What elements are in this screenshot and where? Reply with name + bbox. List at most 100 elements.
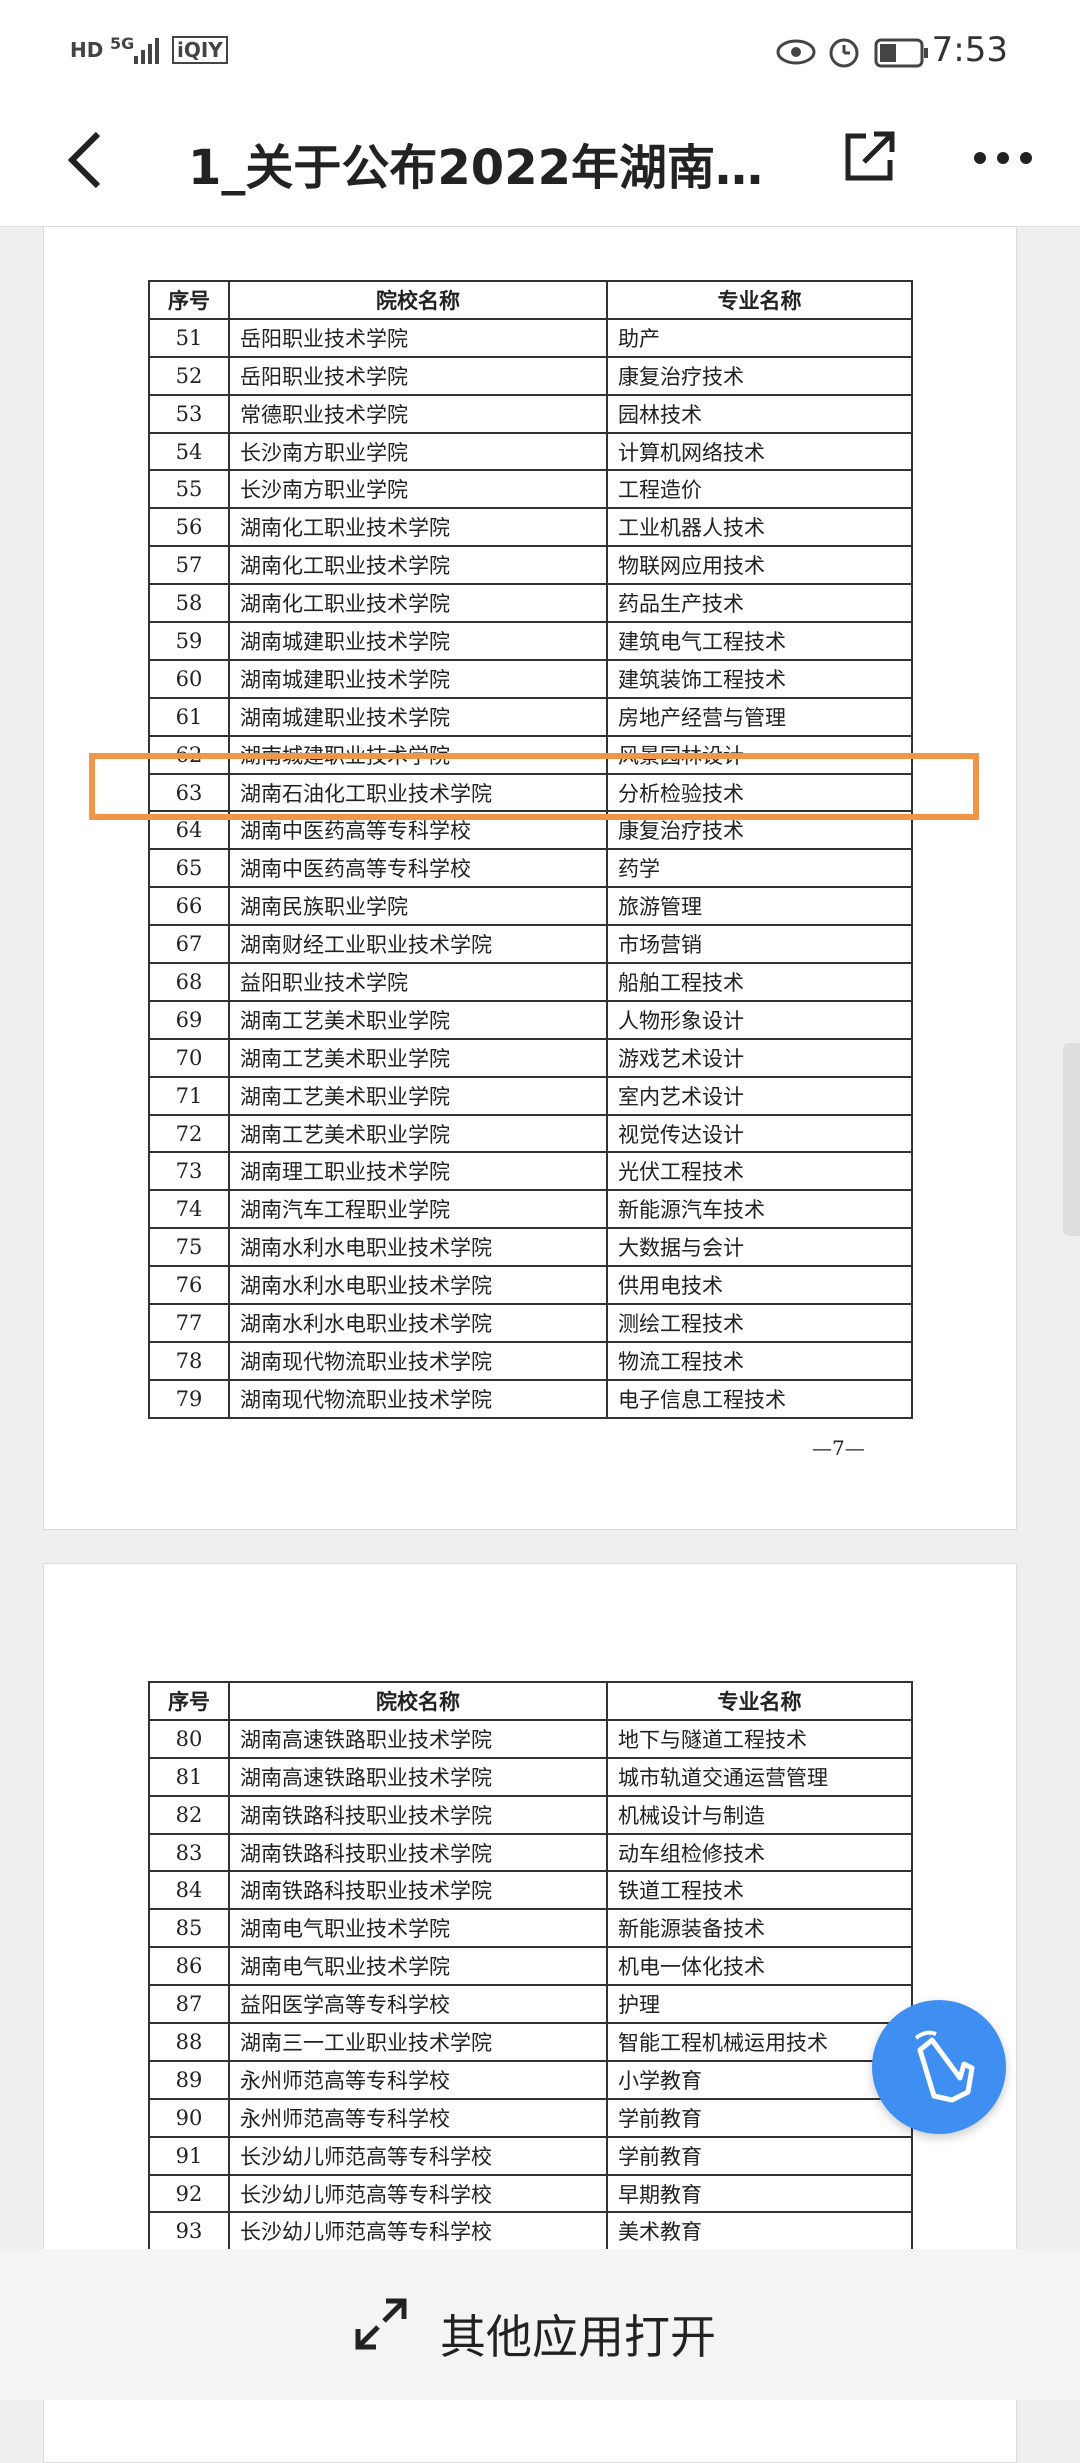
table-cell: 湖南财经工业职业技术学院 <box>228 924 606 963</box>
table-cell: 65 <box>148 848 228 887</box>
share-button[interactable] <box>840 126 900 186</box>
table-cell: 湖南铁路科技职业技术学院 <box>228 1832 606 1871</box>
open-with-label: 其他应用打开 <box>440 2310 716 2364</box>
header-cell: 序号 <box>148 1681 228 1719</box>
table-cell: 供用电技术 <box>606 1265 911 1304</box>
table-cell: 常德职业技术学院 <box>228 393 606 432</box>
scrollbar[interactable] <box>1063 1043 1080 1236</box>
table-cell: 湖南三一工业职业技术学院 <box>228 2022 606 2060</box>
table-cell: 园林技术 <box>606 393 911 432</box>
table-row: 89 永州师范高等专科学校 小学教育 <box>148 2059 911 2098</box>
table-cell: 建筑装饰工程技术 <box>606 658 911 697</box>
table-cell: 湖南民族职业学院 <box>228 886 606 925</box>
table-cell: 湖南城建职业技术学院 <box>228 696 606 735</box>
table-cell: 学前教育 <box>606 2097 911 2136</box>
table-cell: 益阳医学高等专科学校 <box>228 1984 606 2023</box>
table-cell: 77 <box>148 1303 228 1341</box>
table-cell: 56 <box>148 507 228 546</box>
table-cell: 电子信息工程技术 <box>606 1378 911 1417</box>
table-row: 85 湖南电气职业技术学院 新能源装备技术 <box>148 1908 911 1947</box>
table-cell: 湖南石油化工职业技术学院 <box>228 772 606 811</box>
table-cell: 城市轨道交通运营管理 <box>606 1756 911 1795</box>
table-cell: 旅游管理 <box>606 886 911 925</box>
table-cell: 湖南工艺美术职业学院 <box>228 999 606 1038</box>
table-cell: 湖南化工职业技术学院 <box>228 507 606 546</box>
table-cell: 52 <box>148 355 228 394</box>
table-row: 63 湖南石油化工职业技术学院 分析检验技术 <box>148 772 911 811</box>
table-row: 84 湖南铁路科技职业技术学院 铁道工程技术 <box>148 1870 911 1909</box>
table-cell: 76 <box>148 1265 228 1304</box>
table-cell: 湖南水利水电职业技术学院 <box>228 1265 606 1304</box>
table-cell: 机电一体化技术 <box>606 1946 911 1985</box>
table-cell: 67 <box>148 924 228 963</box>
table-cell: 光伏工程技术 <box>606 1151 911 1190</box>
table-row: 72 湖南工艺美术职业学院 视觉传达设计 <box>148 1113 911 1152</box>
table-cell: 康复治疗技术 <box>606 355 911 394</box>
table-cell: 计算机网络技术 <box>606 431 911 470</box>
table-row: 75 湖南水利水电职业技术学院 大数据与会计 <box>148 1227 911 1266</box>
table-row: 68 益阳职业技术学院 船舶工程技术 <box>148 962 911 1000</box>
table-cell: 长沙幼儿师范高等专科学校 <box>228 2211 606 2250</box>
table-row: 79 湖南现代物流职业技术学院 电子信息工程技术 <box>148 1378 911 1417</box>
table-row: 80 湖南高速铁路职业技术学院 地下与隧道工程技术 <box>148 1718 911 1757</box>
table-cell: 湖南理工职业技术学院 <box>228 1151 606 1190</box>
table-cell: 药品生产技术 <box>606 583 911 622</box>
table-cell: 物流工程技术 <box>606 1340 911 1379</box>
table-cell: 80 <box>148 1718 228 1757</box>
table-row: 57 湖南化工职业技术学院 物联网应用技术 <box>148 545 911 584</box>
bottom-bar[interactable]: 其他应用打开 <box>0 2249 1080 2400</box>
back-button[interactable] <box>60 128 110 192</box>
table-cell: 66 <box>148 886 228 925</box>
table-cell: 72 <box>148 1113 228 1152</box>
table-cell: 建筑电气工程技术 <box>606 621 911 659</box>
table-cell: 湖南铁路科技职业技术学院 <box>228 1794 606 1833</box>
table-cell: 铁道工程技术 <box>606 1870 911 1909</box>
table-row: 81 湖南高速铁路职业技术学院 城市轨道交通运营管理 <box>148 1756 911 1795</box>
table-row: 86 湖南电气职业技术学院 机电一体化技术 <box>148 1946 911 1985</box>
table-cell: 湖南现代物流职业技术学院 <box>228 1340 606 1379</box>
more-button[interactable] <box>972 148 1034 168</box>
table-cell: 长沙幼儿师范高等专科学校 <box>228 2173 606 2212</box>
table-cell: 物联网应用技术 <box>606 545 911 584</box>
table-cell: 湖南城建职业技术学院 <box>228 658 606 697</box>
table-cell: 益阳职业技术学院 <box>228 962 606 1000</box>
table-cell: 73 <box>148 1151 228 1190</box>
table-row: 82 湖南铁路科技职业技术学院 机械设计与制造 <box>148 1794 911 1833</box>
table-cell: 大数据与会计 <box>606 1227 911 1266</box>
table-row: 64 湖南中医药高等专科学校 康复治疗技术 <box>148 810 911 849</box>
table-cell: 75 <box>148 1227 228 1266</box>
table-cell: 湖南电气职业技术学院 <box>228 1946 606 1985</box>
table-row: 53 常德职业技术学院 园林技术 <box>148 393 911 432</box>
table-cell: 71 <box>148 1075 228 1114</box>
table-cell: 分析检验技术 <box>606 772 911 811</box>
table-cell: 小学教育 <box>606 2059 911 2098</box>
table-cell: 90 <box>148 2097 228 2136</box>
table-cell: 61 <box>148 696 228 735</box>
table-cell: 湖南现代物流职业技术学院 <box>228 1378 606 1417</box>
table: 序号 院校名称 专业名称 80 湖南高速铁路职业技术学院 地下与隧道工程技术 81 湖南高速铁… <box>148 1681 913 2252</box>
table-cell: 88 <box>148 2022 228 2060</box>
table-row: 78 湖南现代物流职业技术学院 物流工程技术 <box>148 1340 911 1379</box>
table-row: 67 湖南财经工业职业技术学院 市场营销 <box>148 924 911 963</box>
document-page <box>43 226 1017 1530</box>
table-cell: 永州师范高等专科学校 <box>228 2097 606 2136</box>
table-cell: 85 <box>148 1908 228 1947</box>
table: 序号 院校名称 专业名称 51 岳阳职业技术学院 助产 52 岳阳职业技术学院 康复治疗技术 53… <box>148 280 913 1419</box>
table-row: 66 湖南民族职业学院 旅游管理 <box>148 886 911 925</box>
table-cell: 70 <box>148 1037 228 1076</box>
status-icon: iQIY <box>172 36 228 64</box>
table-row: 90 永州师范高等专科学校 学前教育 <box>148 2097 911 2136</box>
table-cell: 湖南工艺美术职业学院 <box>228 1037 606 1076</box>
table-row: 54 长沙南方职业学院 计算机网络技术 <box>148 431 911 470</box>
status-icon: HD <box>70 38 104 62</box>
table-row: 51 岳阳职业技术学院 助产 <box>148 317 911 356</box>
table-row: 77 湖南水利水电职业技术学院 测绘工程技术 <box>148 1303 911 1341</box>
title-bar: 1_关于公布2022年湖南… <box>0 92 1080 227</box>
table-row: 65 湖南中医药高等专科学校 药学 <box>148 848 911 887</box>
gesture-button[interactable] <box>872 2000 1006 2134</box>
header-cell: 专业名称 <box>606 1681 911 1719</box>
clock: 7:53 <box>931 30 1008 70</box>
table-cell: 永州师范高等专科学校 <box>228 2059 606 2098</box>
table-cell: 59 <box>148 621 228 659</box>
